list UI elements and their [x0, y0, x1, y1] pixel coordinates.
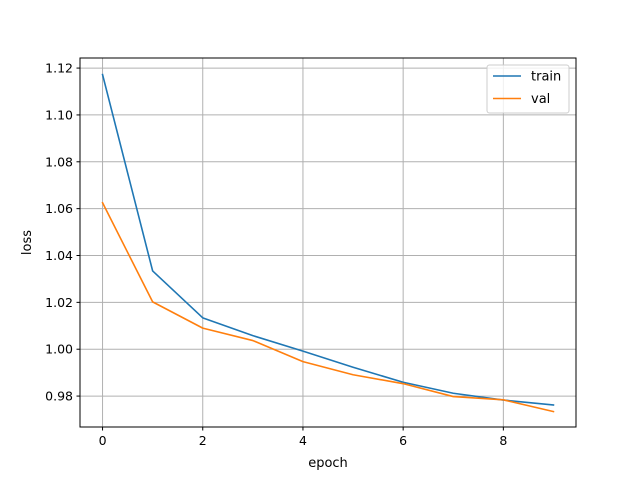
legend-box [486, 64, 570, 114]
y-tick-label: 1.00 [45, 342, 73, 357]
y-tick-label: 1.08 [45, 154, 73, 169]
grid [80, 58, 576, 427]
series-line-val [101, 201, 555, 413]
legend: train val [486, 64, 570, 114]
y-tick-label: 1.10 [45, 107, 73, 122]
y-tick-label: 1.02 [45, 295, 73, 310]
x-axis-label: epoch [308, 456, 348, 471]
series-line-train [101, 73, 555, 406]
x-tick-label: 2 [199, 433, 207, 448]
y-tick-label: 1.06 [45, 201, 73, 216]
legend-label-train: train [531, 70, 561, 85]
series-group [101, 73, 555, 413]
x-tick-label: 8 [499, 433, 507, 448]
x-tick-label: 4 [299, 433, 307, 448]
y-tick-label: 0.98 [45, 389, 73, 404]
y-tick-label: 1.04 [45, 248, 73, 263]
x-tick-label: 6 [399, 433, 407, 448]
axis-ticks: 0 2 4 6 8 0.98 1.00 1.02 1.04 1.06 1.08 1.10 1.12 [45, 61, 507, 448]
y-axis-label: loss [20, 230, 35, 255]
x-tick-label: 0 [99, 433, 107, 448]
y-tick-label: 1.12 [45, 61, 73, 76]
legend-label-val: val [531, 92, 550, 107]
plot-frame [79, 57, 577, 428]
